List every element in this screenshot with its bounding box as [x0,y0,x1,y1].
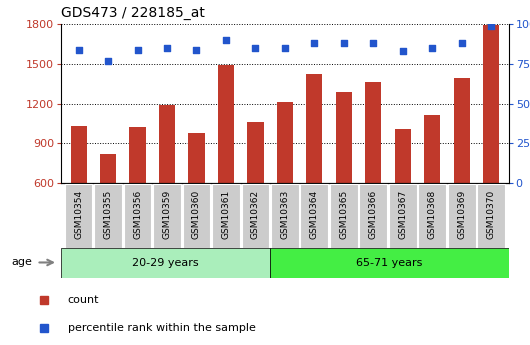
Text: GSM10370: GSM10370 [487,190,496,239]
FancyBboxPatch shape [359,184,387,248]
Text: age: age [11,257,32,267]
Text: GSM10354: GSM10354 [74,190,83,239]
FancyBboxPatch shape [183,184,210,248]
Bar [100,154,116,262]
Text: GSM10355: GSM10355 [103,190,112,239]
FancyBboxPatch shape [270,248,509,278]
Bar [395,129,411,262]
Text: GSM10359: GSM10359 [163,190,172,239]
FancyBboxPatch shape [478,184,505,248]
Point [428,45,436,51]
Point [399,48,407,54]
Text: GSM10366: GSM10366 [369,190,378,239]
Text: GSM10368: GSM10368 [428,190,437,239]
Text: GSM10360: GSM10360 [192,190,201,239]
Bar [365,82,382,262]
FancyBboxPatch shape [418,184,446,248]
Bar [483,26,499,262]
FancyBboxPatch shape [301,184,328,248]
Bar [454,78,470,262]
Bar [218,65,234,262]
FancyBboxPatch shape [242,184,269,248]
Point [457,40,466,46]
Point [340,40,348,46]
Text: GSM10367: GSM10367 [398,190,407,239]
Point [134,47,142,52]
Text: GSM10369: GSM10369 [457,190,466,239]
Text: GSM10364: GSM10364 [310,190,319,239]
Text: 20-29 years: 20-29 years [132,258,199,268]
Text: count: count [68,295,99,305]
FancyBboxPatch shape [389,184,417,248]
Point [74,47,83,52]
FancyBboxPatch shape [123,184,152,248]
Text: 65-71 years: 65-71 years [356,258,422,268]
Point [192,47,201,52]
FancyBboxPatch shape [65,184,92,248]
FancyBboxPatch shape [448,184,475,248]
Bar [129,127,146,262]
FancyBboxPatch shape [330,184,358,248]
Point [251,45,260,51]
Point [104,58,112,63]
Bar [70,126,87,262]
Point [163,45,171,51]
FancyBboxPatch shape [61,248,270,278]
Point [222,37,230,43]
FancyBboxPatch shape [271,184,299,248]
Text: GSM10365: GSM10365 [339,190,348,239]
Bar [159,105,175,262]
Point [281,45,289,51]
Bar [277,101,293,262]
FancyBboxPatch shape [153,184,181,248]
FancyBboxPatch shape [212,184,240,248]
Bar [424,115,440,262]
Bar [335,91,352,262]
Point [487,23,496,29]
Point [369,40,377,46]
Bar [306,75,322,262]
Text: percentile rank within the sample: percentile rank within the sample [68,323,255,333]
FancyBboxPatch shape [94,184,122,248]
Text: GSM10361: GSM10361 [222,190,231,239]
Text: GSM10363: GSM10363 [280,190,289,239]
Text: GSM10362: GSM10362 [251,190,260,239]
Text: GSM10356: GSM10356 [133,190,142,239]
Point [310,40,319,46]
Bar [188,132,205,262]
Text: GDS473 / 228185_at: GDS473 / 228185_at [61,6,205,20]
Bar [248,122,263,262]
